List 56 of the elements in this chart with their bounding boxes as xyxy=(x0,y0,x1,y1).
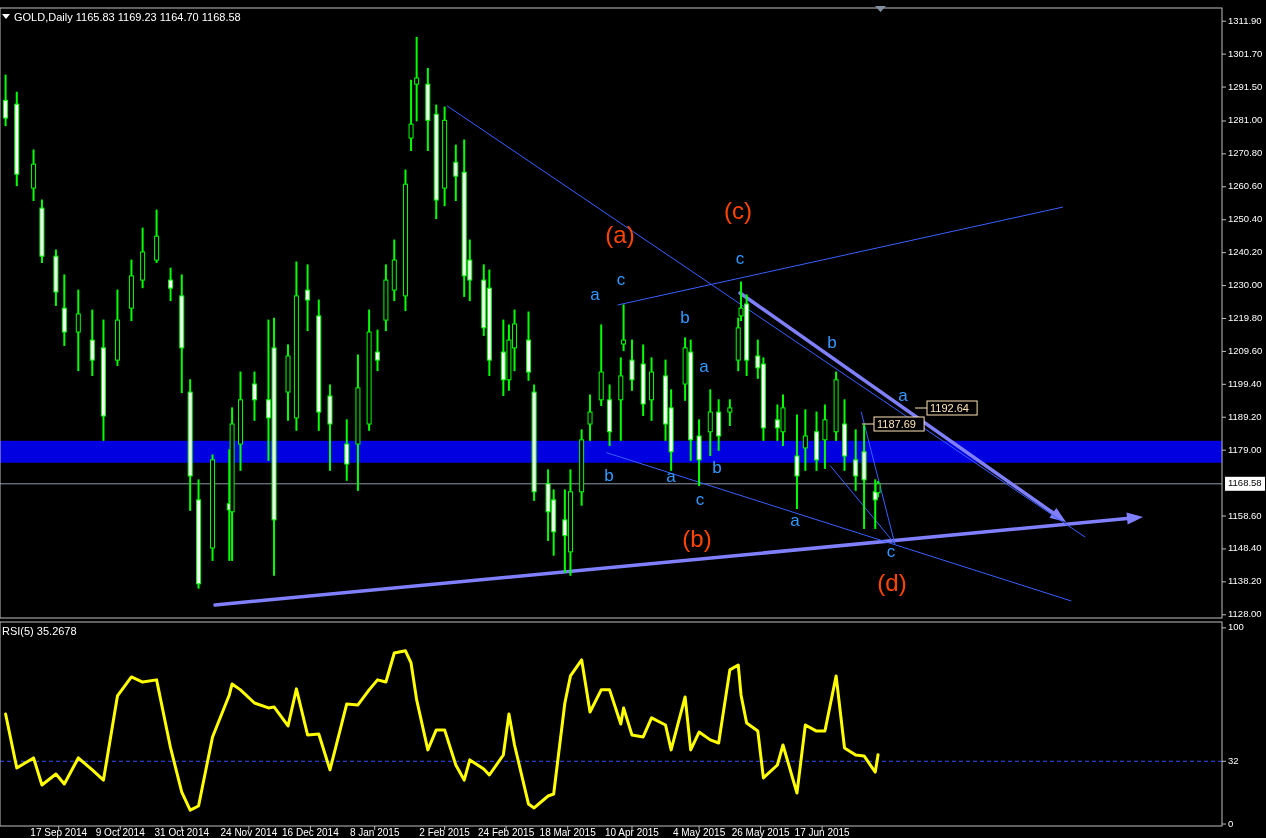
annotation: 1192.64 xyxy=(930,402,969,414)
annotation: a xyxy=(790,511,801,531)
annotation: a xyxy=(898,386,909,406)
y-tick-label: 1250.40 xyxy=(1228,213,1263,225)
annotation: b xyxy=(680,308,690,328)
y-tick-label: 1128.00 xyxy=(1228,608,1262,620)
y-tick-label: 1138.20 xyxy=(1228,575,1262,587)
x-tick-label: 24 Nov 2014 xyxy=(220,827,278,838)
x-tick-label: 4 May 2015 xyxy=(672,827,726,838)
y-tick-label: 1199.40 xyxy=(1228,377,1262,389)
annotation: b xyxy=(827,333,837,353)
x-tick-label: 9 Oct 2014 xyxy=(95,827,146,838)
annotation: b xyxy=(604,466,614,486)
y-tick-label: 1260.60 xyxy=(1228,180,1263,192)
y-tick-label: 100 xyxy=(1228,621,1244,633)
x-tick-label: 18 Mar 2015 xyxy=(539,827,597,838)
y-tick-label: 1189.20 xyxy=(1228,410,1262,422)
y-tick-label: 1240.20 xyxy=(1228,246,1263,258)
x-tick-label: 17 Sep 2014 xyxy=(30,827,88,838)
ref-line-label: 1168.58 xyxy=(1228,477,1262,489)
x-tick-label: 31 Oct 2014 xyxy=(154,827,210,838)
x-tick-label: 8 Jan 2015 xyxy=(349,827,400,838)
annotation: a xyxy=(699,357,710,377)
x-tick-label: 26 May 2015 xyxy=(731,827,790,838)
annotation: (c) xyxy=(724,197,752,225)
annotation: c xyxy=(695,490,705,510)
annotation: c xyxy=(886,542,896,562)
y-tick-label: 1209.60 xyxy=(1228,344,1263,356)
annotation: c xyxy=(735,249,745,269)
y-tick-label: 32 xyxy=(1228,754,1239,766)
annotation: (b) xyxy=(682,525,712,553)
x-tick-label: 16 Dec 2014 xyxy=(282,827,340,838)
y-tick-label: 1291.50 xyxy=(1228,80,1263,92)
y-tick-label: 1311.90 xyxy=(1228,14,1262,26)
y-tick-label: 1230.00 xyxy=(1228,279,1263,291)
annotation: 1187.69 xyxy=(877,418,916,430)
y-tick-label: 1179.00 xyxy=(1228,443,1262,455)
annotation: a xyxy=(666,467,677,487)
chart-title: RSI(5) 35.2678 xyxy=(2,625,77,637)
y-tick-label: 1148.40 xyxy=(1228,542,1262,554)
y-tick-label: 1270.80 xyxy=(1228,147,1263,159)
x-tick-label: 17 Jun 2015 xyxy=(794,827,851,838)
y-tick-label: 1281.00 xyxy=(1228,114,1263,126)
y-tick-label: 1301.70 xyxy=(1228,47,1263,59)
chart-title: GOLD,Daily 1165.83 1169.23 1164.70 1168.58 xyxy=(14,11,241,23)
y-tick-label: 0 xyxy=(1228,817,1234,829)
y-tick-label: 1158.60 xyxy=(1228,509,1262,521)
annotation: a xyxy=(590,285,601,305)
x-tick-label: 10 Apr 2015 xyxy=(605,827,660,838)
annotation: (a) xyxy=(605,221,635,249)
annotation: (d) xyxy=(877,569,907,597)
y-tick-label: 1219.80 xyxy=(1228,312,1263,323)
annotation: b xyxy=(712,458,722,478)
x-tick-label: 24 Feb 2015 xyxy=(478,827,535,838)
x-tick-label: 2 Feb 2015 xyxy=(419,827,471,838)
annotation: c xyxy=(616,270,626,290)
